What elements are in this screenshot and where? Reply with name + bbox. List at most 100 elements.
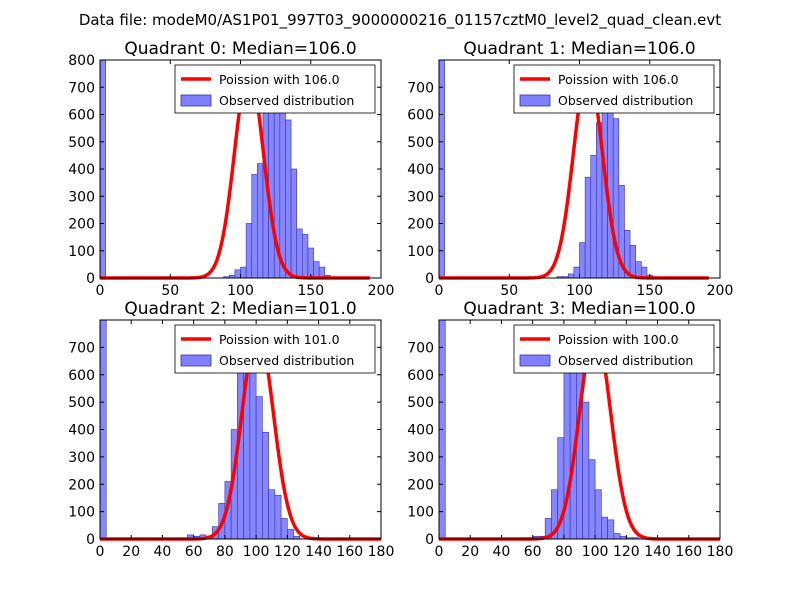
x-tick-label: 40 bbox=[493, 544, 511, 560]
y-tick-label: 600 bbox=[68, 108, 95, 124]
x-tick-label: 120 bbox=[613, 544, 640, 560]
y-tick-label: 100 bbox=[407, 244, 434, 260]
x-tick-label: 0 bbox=[435, 283, 444, 299]
legend-label-observed: Observed distribution bbox=[219, 353, 354, 368]
x-tick-label: 150 bbox=[636, 283, 663, 299]
x-tick-label: 100 bbox=[243, 544, 270, 560]
y-tick-label: 200 bbox=[407, 477, 434, 493]
bar bbox=[246, 224, 252, 279]
y-tick-label: 100 bbox=[68, 244, 95, 260]
legend: Poission with 106.0 Observed distribution bbox=[514, 65, 714, 113]
legend-label-observed: Observed distribution bbox=[558, 353, 693, 368]
legend: Poission with 101.0 Observed distribution bbox=[175, 325, 375, 373]
bar bbox=[250, 364, 256, 539]
y-tick-label: 300 bbox=[407, 450, 434, 466]
bar bbox=[585, 177, 591, 278]
x-tick-label: 60 bbox=[524, 544, 542, 560]
bar bbox=[608, 520, 614, 539]
x-tick-label: 140 bbox=[305, 544, 332, 560]
x-tick-label: 0 bbox=[435, 544, 444, 560]
bar bbox=[630, 245, 636, 278]
y-tick-label: 400 bbox=[68, 162, 95, 178]
x-tick-label: 50 bbox=[161, 283, 179, 299]
legend-label-poisson: Poission with 106.0 bbox=[219, 72, 340, 87]
legend-bar-swatch bbox=[520, 95, 550, 106]
x-tick-label: 20 bbox=[461, 544, 479, 560]
x-tick-label: 160 bbox=[675, 544, 702, 560]
panel-title: Quadrant 1: Median=106.0 bbox=[463, 39, 695, 59]
bar bbox=[595, 490, 601, 539]
bar bbox=[297, 229, 303, 278]
legend-label-observed: Observed distribution bbox=[558, 93, 693, 108]
x-tick-label: 50 bbox=[500, 283, 518, 299]
y-tick-label: 100 bbox=[68, 505, 95, 521]
y-tick-label: 500 bbox=[68, 135, 95, 151]
bar bbox=[601, 517, 607, 539]
bar bbox=[287, 529, 293, 539]
figure: Data file: modeM0/AS1P01_997T03_90000002… bbox=[0, 0, 800, 600]
legend-bar-swatch bbox=[520, 355, 550, 366]
y-tick-label: 300 bbox=[68, 450, 95, 466]
bar bbox=[241, 267, 247, 278]
y-tick-label: 700 bbox=[407, 340, 434, 356]
panel-3: 0 20 40 60 80 100 120 140 160 1800100200300400500… bbox=[407, 299, 733, 560]
x-tick-label: 0 bbox=[96, 283, 105, 299]
y-tick-label: 500 bbox=[68, 395, 95, 411]
bar bbox=[262, 432, 268, 539]
x-tick-label: 20 bbox=[122, 544, 140, 560]
x-tick-label: 140 bbox=[644, 544, 671, 560]
panel-0: 0 50 100 150 200 0 100 200 300 400 500 600 700 800 Qua… bbox=[68, 39, 394, 299]
panel-title: Quadrant 0: Median=106.0 bbox=[124, 39, 356, 59]
y-tick-label: 0 bbox=[425, 532, 434, 548]
y-tick-label: 600 bbox=[407, 108, 434, 124]
figure-title: Data file: modeM0/AS1P01_997T03_90000002… bbox=[79, 11, 721, 30]
y-tick-label: 0 bbox=[86, 271, 95, 287]
bar bbox=[257, 164, 263, 278]
panel-2: 0 20 40 60 80 100 120 140 160 1800100200300400500… bbox=[68, 299, 394, 560]
x-tick-label: 100 bbox=[582, 544, 609, 560]
y-tick-label: 500 bbox=[407, 395, 434, 411]
bar bbox=[314, 262, 320, 278]
y-tick-label: 400 bbox=[68, 423, 95, 439]
y-tick-label: 0 bbox=[425, 271, 434, 287]
y-tick-label: 400 bbox=[407, 423, 434, 439]
y-tick-label: 300 bbox=[68, 189, 95, 205]
bar bbox=[591, 155, 597, 278]
bar bbox=[252, 174, 258, 278]
legend-label-poisson: Poission with 101.0 bbox=[219, 332, 340, 347]
bar bbox=[589, 460, 595, 539]
x-tick-label: 180 bbox=[707, 544, 734, 560]
y-tick-label: 200 bbox=[407, 217, 434, 233]
bar bbox=[275, 495, 281, 539]
legend-label-poisson: Poission with 100.0 bbox=[558, 332, 679, 347]
y-tick-label: 100 bbox=[407, 505, 434, 521]
legend: Poission with 100.0 Observed distribution bbox=[514, 325, 714, 373]
bar bbox=[285, 120, 291, 278]
bar bbox=[614, 534, 620, 539]
legend-bar-swatch bbox=[181, 355, 211, 366]
x-tick-label: 40 bbox=[154, 544, 172, 560]
bar bbox=[302, 234, 308, 278]
x-tick-label: 80 bbox=[555, 544, 573, 560]
legend-label-poisson: Poission with 106.0 bbox=[558, 72, 679, 87]
y-tick-label: 200 bbox=[68, 477, 95, 493]
bar bbox=[568, 274, 574, 278]
x-tick-label: 100 bbox=[227, 283, 254, 299]
bar bbox=[291, 169, 297, 278]
x-tick-label: 0 bbox=[96, 544, 105, 560]
legend-bar-swatch bbox=[181, 95, 211, 106]
bar bbox=[235, 270, 241, 278]
bar bbox=[280, 87, 286, 278]
y-tick-label: 600 bbox=[68, 368, 95, 384]
panel-title: Quadrant 2: Median=101.0 bbox=[124, 299, 356, 319]
y-tick-label: 0 bbox=[86, 532, 95, 548]
y-tick-label: 300 bbox=[407, 189, 434, 205]
y-tick-label: 800 bbox=[68, 53, 95, 69]
x-tick-label: 60 bbox=[185, 544, 203, 560]
x-tick-label: 160 bbox=[336, 544, 363, 560]
bar bbox=[583, 402, 589, 539]
bar bbox=[574, 267, 580, 278]
panel-title: Quadrant 3: Median=100.0 bbox=[463, 299, 695, 319]
y-tick-label: 400 bbox=[407, 162, 434, 178]
y-tick-label: 600 bbox=[407, 368, 434, 384]
